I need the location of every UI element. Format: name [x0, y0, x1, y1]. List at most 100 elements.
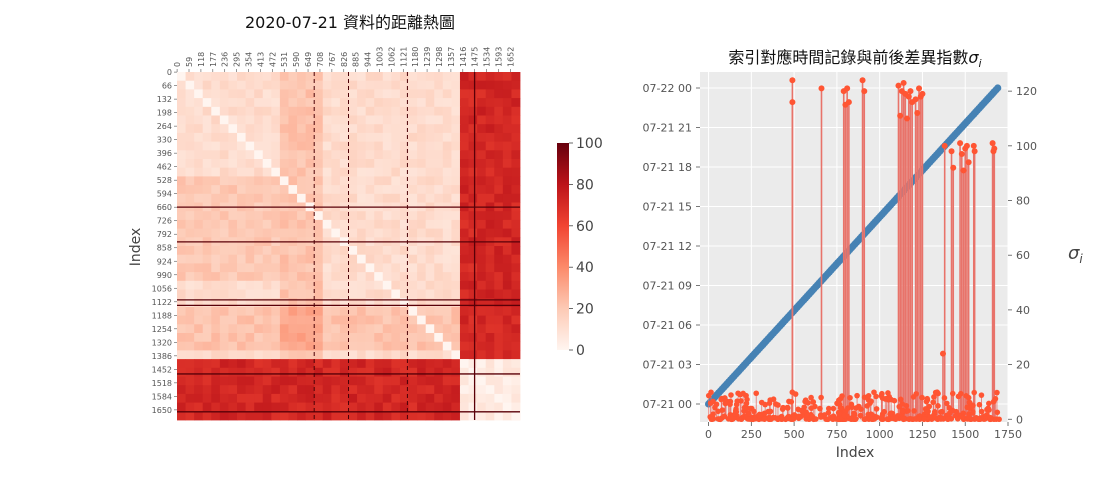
heatmap-cell — [262, 219, 272, 229]
heatmap-cell — [331, 298, 341, 308]
heatmap-cell — [219, 176, 229, 186]
heatmap-cell — [279, 80, 289, 90]
heatmap-cell — [365, 306, 375, 316]
heatmap-cell — [494, 80, 504, 90]
heatmap-cell — [408, 246, 418, 256]
heatmap-cell — [511, 141, 521, 151]
heatmap-cell — [177, 272, 186, 282]
heatmap-cell — [322, 80, 332, 90]
heatmap-cell — [425, 141, 435, 151]
colorbar-tick-label: 20 — [576, 302, 594, 318]
heatmap-cell — [417, 185, 427, 195]
heatmap-cell — [288, 254, 298, 264]
heatmap-cell — [408, 289, 418, 299]
heatmap-cell — [502, 289, 512, 299]
heatmap-cell — [228, 350, 238, 360]
heatmap-cell — [494, 254, 504, 264]
heatmap-cell — [314, 350, 324, 360]
heatmap-cell — [434, 150, 444, 160]
heatmap-cell — [279, 141, 289, 151]
heatmap-cell — [211, 124, 221, 134]
heatmap-cell — [451, 98, 461, 108]
heatmap-cell — [314, 98, 324, 108]
heatmap-cell — [451, 341, 461, 351]
heatmap-cell — [331, 315, 341, 325]
heatmap-cell — [382, 367, 392, 377]
heatmap-cell — [468, 263, 478, 273]
sigma-point — [884, 416, 891, 423]
heatmap-cell — [485, 98, 495, 108]
heatmap-cell — [331, 98, 341, 108]
heatmap-cell — [279, 359, 289, 369]
heatmap-cell — [185, 333, 195, 343]
heatmap-cell — [331, 185, 341, 195]
sigma-point — [987, 414, 994, 421]
heatmap-cell — [348, 193, 358, 203]
heatmap-ytick-label: 792 — [157, 230, 172, 239]
heatmap-cell — [297, 124, 307, 134]
heatmap-cell — [279, 333, 289, 343]
heatmap-cell — [451, 132, 461, 142]
heatmap-cell — [211, 402, 221, 412]
heatmap-cell — [177, 402, 186, 412]
heatmap-cell — [262, 341, 272, 351]
heatmap-cell — [391, 246, 401, 256]
heatmap-diagonal-cell — [477, 376, 486, 386]
heatmap-cell — [459, 132, 469, 142]
heatmap-cell — [502, 80, 512, 90]
heatmap-cell — [288, 80, 298, 90]
heatmap-xtick-label: 413 — [256, 52, 265, 67]
heatmap-cell — [297, 263, 307, 273]
heatmap-cell — [357, 341, 367, 351]
heatmap-cell — [271, 298, 281, 308]
heatmap-cell — [502, 124, 512, 134]
heatmap-cell — [442, 254, 452, 264]
sigma-point — [971, 389, 977, 396]
heatmap-cell — [434, 315, 444, 325]
heatmap-cell — [245, 246, 255, 256]
heatmap-cell — [391, 393, 401, 403]
heatmap-cell — [357, 167, 367, 177]
heatmap-cell — [365, 228, 375, 238]
heatmap-cell — [254, 324, 264, 334]
heatmap-cell — [382, 211, 392, 221]
heatmap-cell — [219, 393, 229, 403]
heatmap-cell — [374, 228, 384, 238]
heatmap-cell — [374, 167, 384, 177]
heatmap-cell — [382, 350, 392, 360]
heatmap-diagonal-cell — [485, 385, 495, 394]
heatmap-cell — [185, 341, 195, 351]
heatmap-cell — [339, 150, 349, 160]
heatmap-cell — [202, 298, 212, 308]
heatmap-cell — [314, 254, 324, 264]
sigma-point — [718, 396, 725, 403]
heatmap-cell — [425, 376, 435, 386]
sigma-point — [949, 407, 956, 414]
heatmap-diagonal-cell — [357, 254, 366, 264]
sigma-point — [766, 400, 773, 406]
heatmap-cell — [459, 228, 469, 238]
heatmap-cell — [339, 263, 349, 273]
heatmap-cell — [211, 324, 221, 334]
heatmap-cell — [434, 193, 444, 203]
heatmap-cell — [245, 185, 255, 195]
scatter-right-tick-label: 100 — [1016, 140, 1037, 153]
heatmap-cell — [459, 150, 469, 160]
heatmap-cell — [442, 193, 452, 203]
heatmap-cell — [219, 254, 229, 264]
sigma-spike-point — [818, 85, 825, 92]
heatmap-cell — [434, 376, 444, 386]
heatmap-cell — [228, 167, 238, 177]
heatmap-cell — [297, 333, 307, 343]
heatmap-cell — [194, 306, 204, 316]
heatmap-cell — [399, 367, 409, 377]
heatmap-cell — [185, 228, 195, 238]
heatmap-cell — [339, 272, 349, 282]
heatmap-cell — [219, 411, 229, 421]
heatmap-cell — [185, 185, 195, 195]
heatmap-cell — [399, 341, 409, 351]
heatmap-xtick-label: 1416 — [459, 47, 468, 67]
heatmap-diagonal-cell — [228, 124, 238, 133]
heatmap-cell — [382, 193, 392, 203]
heatmap-cell — [425, 367, 435, 377]
